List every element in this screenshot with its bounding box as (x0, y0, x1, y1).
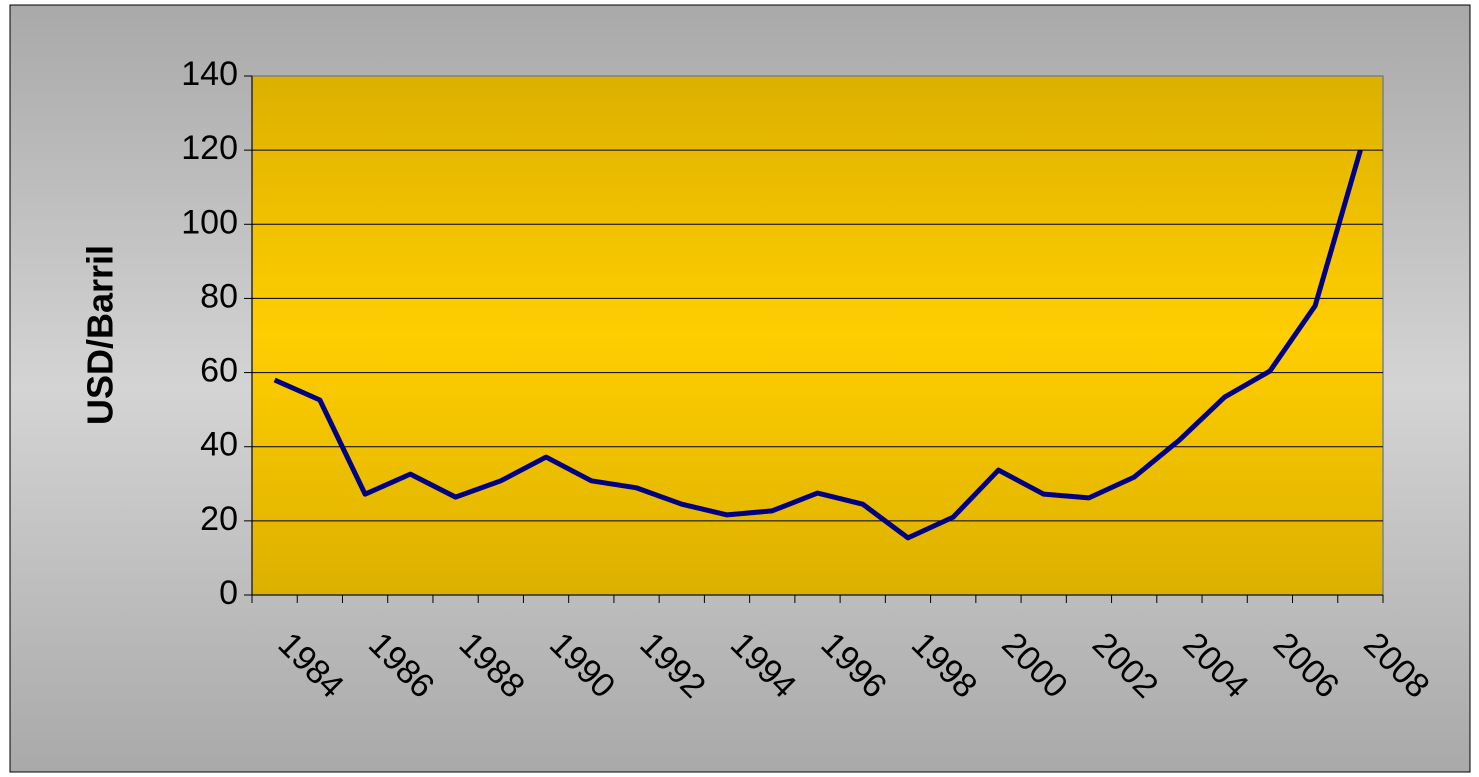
y-tick-label: 0 (219, 574, 238, 612)
y-tick-label: 80 (200, 277, 238, 315)
plot-area (251, 75, 1384, 596)
y-tick-label: 20 (200, 500, 238, 538)
y-tick-label: 60 (200, 352, 238, 390)
y-tick-label: 100 (181, 203, 238, 241)
y-tick-label: 40 (200, 426, 238, 464)
y-axis-label: USD/Barril (80, 245, 121, 425)
line-series (273, 149, 1363, 541)
y-tick-label: 140 (181, 55, 238, 93)
y-tick-label: 120 (181, 129, 238, 167)
